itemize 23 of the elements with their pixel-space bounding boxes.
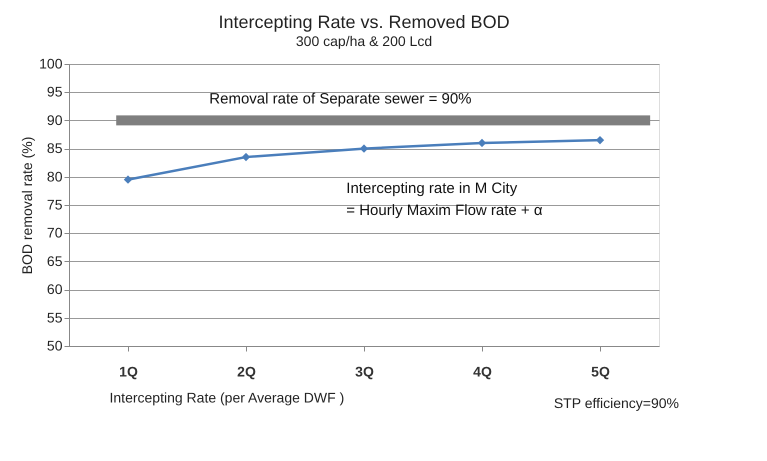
- y-tick-label: 55: [46, 309, 63, 326]
- chart-subtitle: 300 cap/ha & 200 Lcd: [296, 33, 432, 49]
- chart-title: Intercepting Rate vs. Removed BOD: [218, 12, 510, 32]
- ref-line-label: Removal rate of Separate sewer = 90%: [209, 90, 472, 108]
- y-tick-label: 70: [46, 224, 63, 241]
- y-tick-label: 60: [46, 281, 63, 298]
- y-tick-label: 100: [39, 56, 63, 72]
- annotation: Intercepting rate in M City = Hourly Maxim Flow rate + α: [346, 180, 543, 220]
- x-tick-label: 3Q: [355, 364, 374, 380]
- x-tick-label: 4Q: [473, 364, 492, 380]
- y-tick-label: 50: [46, 338, 63, 354]
- y-tick-label: 95: [46, 84, 63, 100]
- y-tick-label: 90: [46, 112, 63, 128]
- x-tick-label: 5Q: [591, 364, 610, 380]
- y-tick-label: 65: [46, 252, 63, 269]
- y-axis-title: BOD removal rate (%): [19, 136, 36, 274]
- x-tick-label: 1Q: [119, 364, 138, 380]
- x-tick-label: 2Q: [237, 364, 256, 380]
- y-tick-label: 80: [46, 168, 63, 184]
- y-tick-label: 75: [46, 196, 63, 212]
- x-axis-title: Intercepting Rate (per Average DWF ): [110, 390, 344, 406]
- text: STP efficiency=90%: [554, 395, 679, 411]
- y-tick-label: 85: [46, 140, 63, 156]
